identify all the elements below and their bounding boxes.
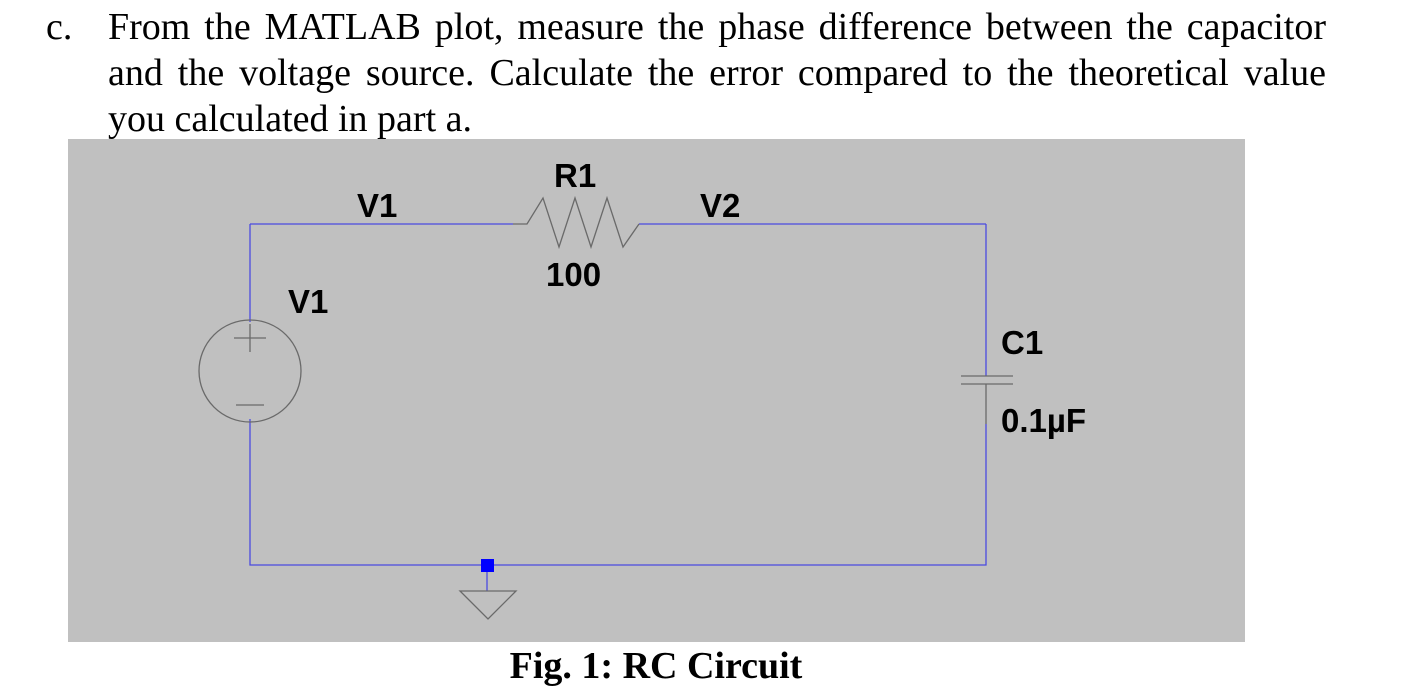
wire-left-lower (249, 419, 987, 566)
capacitor-value-label: 0.1µF (1001, 402, 1087, 439)
resistor-value-label: 100 (546, 256, 602, 293)
plus-sign (234, 324, 266, 352)
ground-node-marker (481, 559, 494, 572)
question-marker: c. (46, 6, 73, 48)
resistor-name-label: R1 (554, 157, 597, 194)
ground-symbol (458, 590, 518, 620)
circuit-drawing (198, 195, 1013, 620)
net-label-v1: V1 (357, 187, 398, 224)
source-name-label: V1 (288, 283, 329, 320)
capacitor-name-label: C1 (1001, 324, 1044, 361)
question-text: From the MATLAB plot, measure the phase … (108, 6, 1326, 140)
circuit-schematic: V1 V2 R1 100 V1 C1 0.1µF (68, 139, 1245, 642)
voltage-source-symbol (198, 319, 302, 423)
net-label-v2: V2 (700, 187, 741, 224)
resistor-symbol (513, 195, 640, 250)
figure-caption: Fig. 1: RC Circuit (509, 645, 803, 687)
question: c. From the MATLAB plot, measure the pha… (46, 4, 1326, 142)
